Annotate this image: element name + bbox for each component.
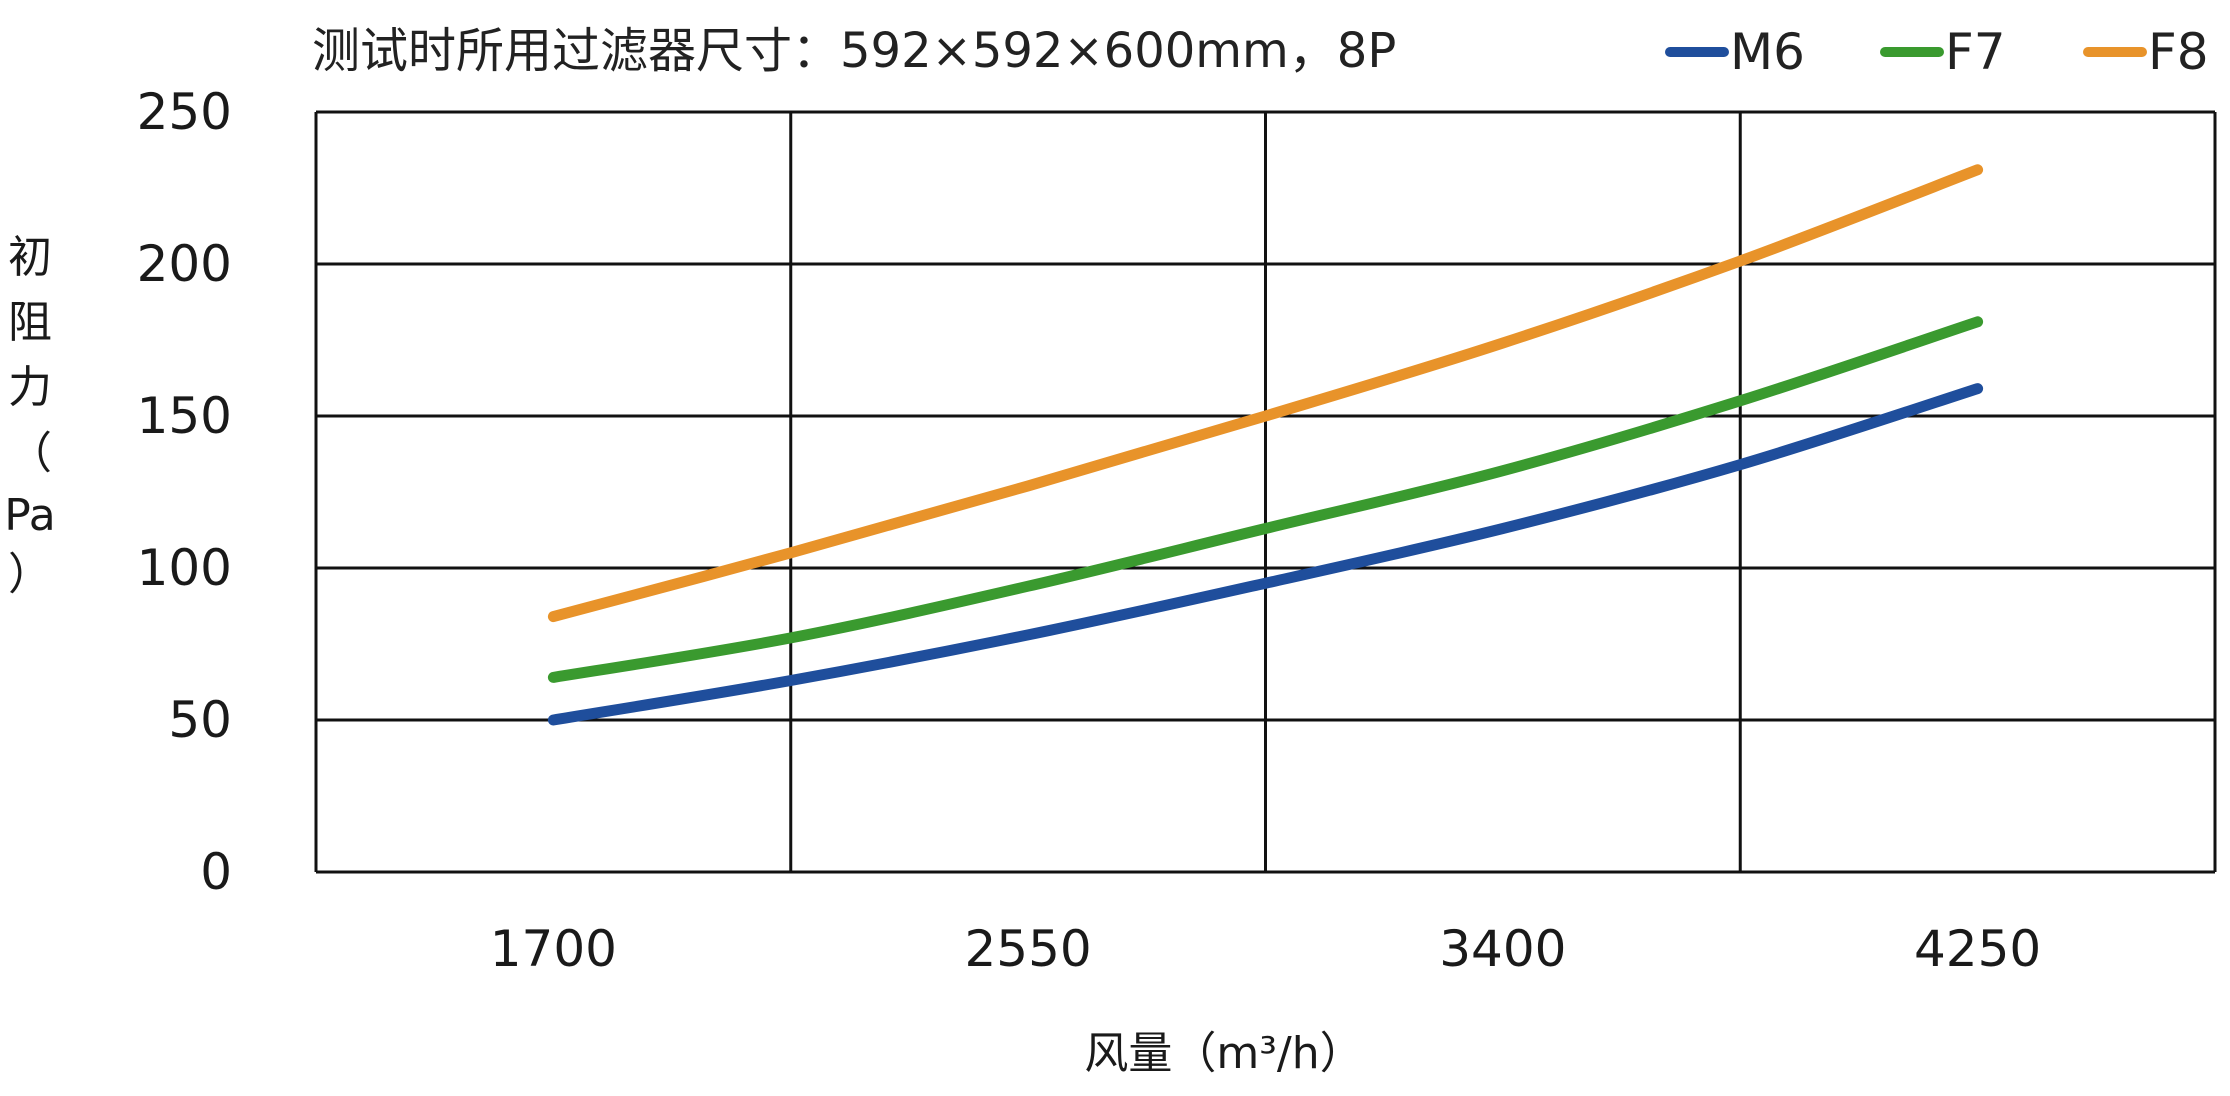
y-axis-label-char: Pa bbox=[4, 490, 56, 541]
chart-title: 测试时所用过滤器尺寸：592×592×600mm，8P bbox=[312, 23, 1396, 79]
y-axis-label-char: 阻 bbox=[8, 297, 52, 348]
y-tick-label: 250 bbox=[137, 83, 232, 141]
series-line-f7 bbox=[547, 316, 1984, 683]
x-tick-label: 2550 bbox=[965, 920, 1092, 978]
x-axis-label: 风量（m³/h） bbox=[1084, 1028, 1363, 1079]
x-axis-ticks: 1700 2550 3400 4250 bbox=[490, 920, 2042, 978]
series-line-m6 bbox=[547, 383, 1984, 726]
series-group bbox=[547, 164, 1984, 726]
series-line-f8 bbox=[547, 164, 1984, 623]
legend-label-m6: M6 bbox=[1730, 23, 1805, 81]
y-tick-label: 100 bbox=[137, 539, 232, 597]
x-tick-label: 4250 bbox=[1914, 920, 2041, 978]
y-tick-label: 0 bbox=[200, 843, 232, 901]
x-tick-label: 1700 bbox=[490, 920, 617, 978]
y-axis-label-char: ） bbox=[8, 549, 52, 600]
y-tick-label: 150 bbox=[137, 387, 232, 445]
legend-label-f7: F7 bbox=[1945, 23, 2006, 81]
y-axis-label-char: 力 bbox=[8, 362, 52, 413]
y-axis-label-char: 初 bbox=[8, 232, 52, 283]
y-tick-label: 200 bbox=[137, 235, 232, 293]
y-axis-label: 初阻力 （ Pa ） bbox=[4, 232, 56, 600]
x-tick-label: 3400 bbox=[1439, 920, 1566, 978]
y-tick-label: 50 bbox=[168, 691, 232, 749]
y-axis-ticks: 0 50 100 150 200 250 bbox=[137, 83, 232, 901]
y-axis-label-char: （ bbox=[8, 428, 52, 479]
legend-label-f8: F8 bbox=[2148, 23, 2209, 81]
legend: M6 F7 F8 bbox=[1665, 23, 2209, 81]
plot-grid bbox=[314, 110, 2217, 874]
